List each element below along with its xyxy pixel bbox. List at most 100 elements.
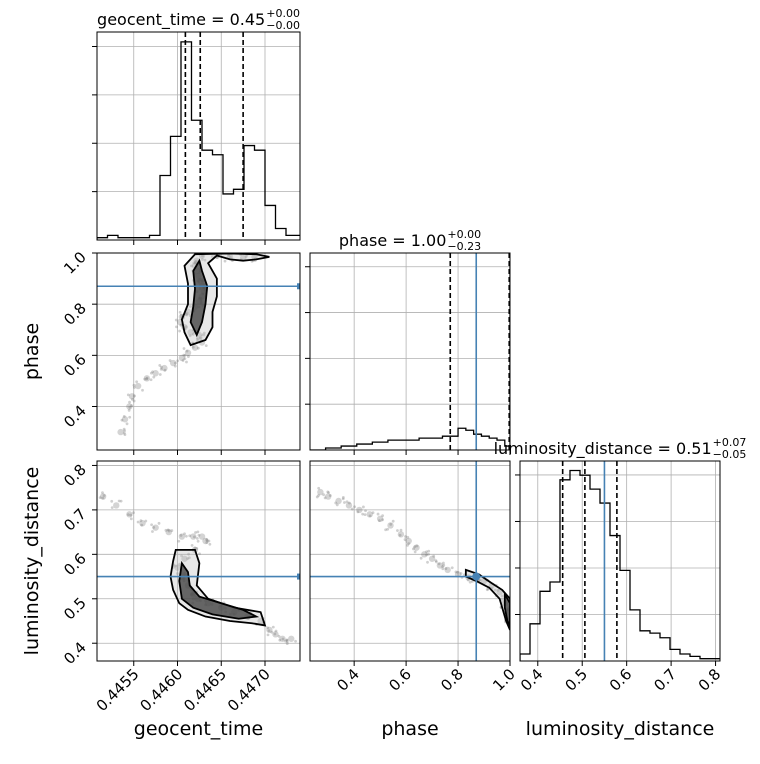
sample-point — [326, 490, 330, 494]
sample-point — [270, 630, 274, 634]
sample-point — [266, 633, 270, 637]
sample-point — [353, 505, 356, 509]
x-tick-label-phase: 1.0 — [489, 665, 519, 695]
panel-frame — [96, 252, 301, 451]
sample-point — [204, 344, 208, 348]
sample-point — [130, 397, 134, 401]
sample-point — [281, 637, 285, 641]
sample-point — [117, 499, 121, 503]
sample-point — [437, 562, 441, 566]
sample-point — [406, 535, 410, 539]
sample-point — [145, 377, 149, 381]
sample-point — [200, 333, 204, 337]
sample-point — [186, 355, 190, 358]
sample-point — [208, 542, 212, 546]
sample-point — [132, 386, 136, 389]
sample-point — [134, 382, 142, 390]
title-minus: −0.05 — [713, 448, 747, 461]
sample-point — [335, 503, 339, 507]
sample-point — [425, 550, 428, 554]
truth-marker — [297, 283, 300, 290]
sample-point — [285, 640, 289, 644]
sample-point — [368, 514, 372, 518]
sample-point — [173, 361, 177, 365]
sample-point — [183, 357, 187, 361]
sample-point — [391, 519, 395, 523]
sample-point — [167, 529, 171, 533]
panel-luminosity_distance — [515, 460, 721, 666]
sample-point — [186, 557, 189, 561]
sample-point — [371, 511, 375, 515]
sample-point — [343, 501, 346, 504]
y-axis-label-luminosity_distance: luminosity_distance — [21, 467, 43, 656]
sample-point — [185, 313, 189, 317]
panel-content — [520, 461, 720, 661]
sample-point — [244, 255, 248, 259]
sample-point — [183, 532, 186, 536]
sample-point — [101, 491, 104, 495]
y-tick-label-phase: 0.4 — [60, 402, 90, 432]
sample-point — [143, 377, 147, 381]
sample-point — [324, 493, 332, 500]
sample-point — [185, 311, 189, 315]
sample-point — [128, 393, 136, 400]
title-text: geocent_time = 0.45 — [97, 10, 265, 30]
sample-point — [274, 629, 278, 633]
sample-point — [194, 259, 198, 263]
sample-point — [126, 393, 130, 397]
panel-phase — [305, 252, 511, 455]
sample-point — [334, 501, 338, 505]
sample-point — [174, 564, 181, 571]
sample-point — [413, 550, 417, 554]
panel-content — [97, 461, 300, 661]
sample-point — [419, 556, 423, 560]
x-tick-label-luminosity_distance: 0.4 — [517, 665, 547, 695]
sample-point — [102, 494, 106, 497]
title-phase: phase = 1.00 +0.00−0.23 — [339, 228, 481, 253]
sample-point — [200, 258, 204, 261]
sample-point — [434, 560, 438, 564]
sample-point — [441, 565, 445, 568]
x-tick-label-phase: 0.8 — [437, 665, 467, 695]
panel-frame — [519, 460, 721, 662]
sample-point — [317, 494, 320, 497]
sample-point — [384, 528, 388, 532]
sample-point — [196, 530, 200, 534]
sample-point — [450, 566, 454, 570]
panel-frame — [309, 252, 511, 451]
sample-point — [188, 334, 192, 338]
panel-content — [310, 253, 510, 450]
sample-point — [322, 493, 326, 497]
sample-point — [152, 526, 156, 529]
sample-point — [397, 531, 405, 538]
sample-point — [201, 254, 204, 258]
sample-point — [123, 429, 127, 433]
sample-point — [176, 359, 180, 363]
sample-point — [164, 528, 168, 532]
panel-geocent_time-vs-luminosity_distance — [92, 460, 301, 666]
sample-point — [271, 625, 275, 629]
sample-point — [202, 333, 206, 337]
sample-point — [425, 553, 428, 557]
sample-point — [407, 542, 411, 546]
histogram-geocent_time — [97, 41, 300, 240]
sample-point — [485, 588, 489, 592]
sample-point — [143, 375, 151, 382]
sample-point — [196, 539, 200, 543]
x-tick-label-luminosity_distance: 0.7 — [650, 665, 680, 695]
x-tick-label-luminosity_distance: 0.8 — [695, 665, 725, 695]
sample-point — [277, 634, 281, 638]
sample-point — [152, 375, 156, 379]
sample-point — [163, 368, 167, 372]
sample-point — [363, 513, 367, 517]
sample-point — [181, 359, 185, 362]
sample-point — [284, 639, 287, 643]
sample-point — [327, 491, 330, 495]
sample-point — [347, 501, 351, 505]
sample-point — [468, 580, 472, 584]
sample-point — [160, 365, 163, 369]
sample-point — [152, 370, 159, 377]
sample-point — [110, 506, 114, 510]
contour-0 — [464, 568, 510, 631]
panel-geocent_time — [92, 31, 301, 245]
